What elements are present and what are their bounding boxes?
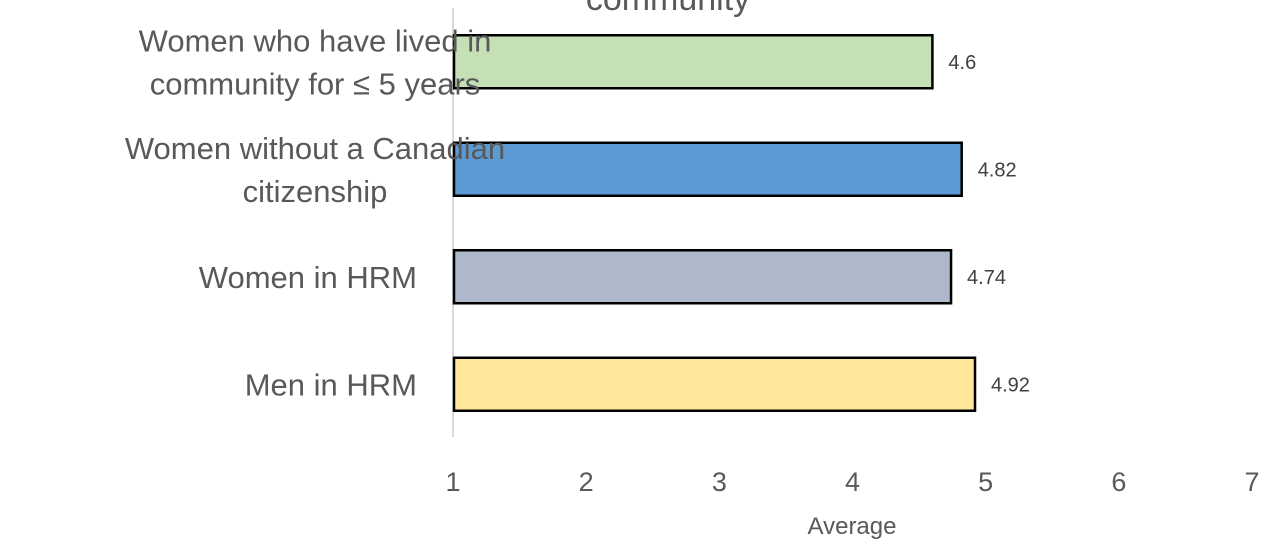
bar [452,34,934,90]
data-label: 4.74 [967,267,1006,289]
x-tick-label: 3 [712,467,727,497]
bar [452,356,977,412]
category-label: Women without a Canadian [125,131,505,166]
category-label: citizenship [243,174,388,209]
bar [452,141,963,197]
data-label: 4.82 [978,159,1017,181]
x-tick-labels: 1 2 3 4 5 6 7 [445,467,1259,497]
x-tick-label: 2 [579,467,594,497]
category-labels: Women who have lived in community for ≤ 5… [125,23,505,402]
x-tick-label: 5 [978,467,993,497]
category-label: Men in HRM [245,367,417,402]
category-label: Women who have lived in [139,23,492,58]
data-label: 4.92 [991,374,1030,396]
category-label: community for ≤ 5 years [150,66,481,101]
x-tick-label: 6 [1111,467,1126,497]
data-label: 4.6 [948,52,976,74]
x-tick-label: 4 [845,467,860,497]
value-labels: 4.6 4.82 4.74 4.92 [948,52,1030,397]
x-axis-title: Average [808,513,897,540]
chart-title: community [586,0,750,18]
bars-group [452,34,977,412]
x-tick-label: 7 [1244,467,1259,497]
category-label: Women in HRM [199,260,417,295]
bar [452,249,953,305]
x-tick-label: 1 [445,467,460,497]
